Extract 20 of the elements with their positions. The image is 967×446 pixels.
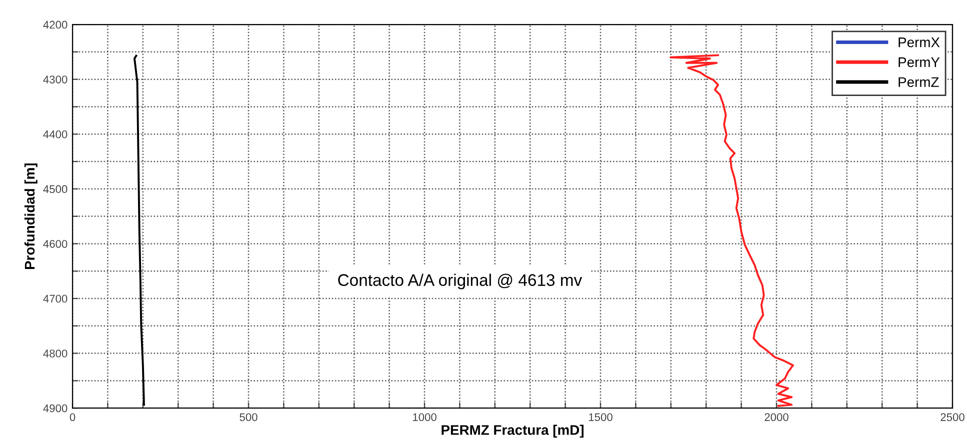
x-tick-label: 1500	[588, 413, 612, 422]
y-tick-label: 4700	[43, 294, 68, 303]
x-axis-title: PERMZ Fractura [mD]	[442, 424, 584, 438]
y-tick-label: 4200	[43, 20, 68, 29]
y-tick-label: 4400	[43, 130, 68, 138]
y-tick-label: 4300	[43, 76, 68, 84]
x-tick-label: 500	[240, 413, 258, 422]
annotation: Contacto A/A original @ 4613 mv	[338, 274, 582, 290]
legend-label: PermZ	[898, 77, 939, 88]
legend-label: PermY	[898, 57, 940, 68]
y-tick-label: 4500	[43, 185, 68, 194]
x-tick-label: 2000	[764, 413, 788, 422]
x-tick-label: 2500	[940, 413, 964, 422]
y-tick-label: 4600	[43, 240, 68, 248]
y-axis-title: Profundidad [m]	[24, 163, 38, 269]
x-tick-label: 1000	[413, 413, 436, 422]
x-tick-label: 0	[70, 413, 76, 422]
y-tick-label: 4800	[43, 350, 68, 358]
legend-label: PermX	[898, 38, 940, 48]
y-tick-label: 4900	[43, 404, 68, 412]
